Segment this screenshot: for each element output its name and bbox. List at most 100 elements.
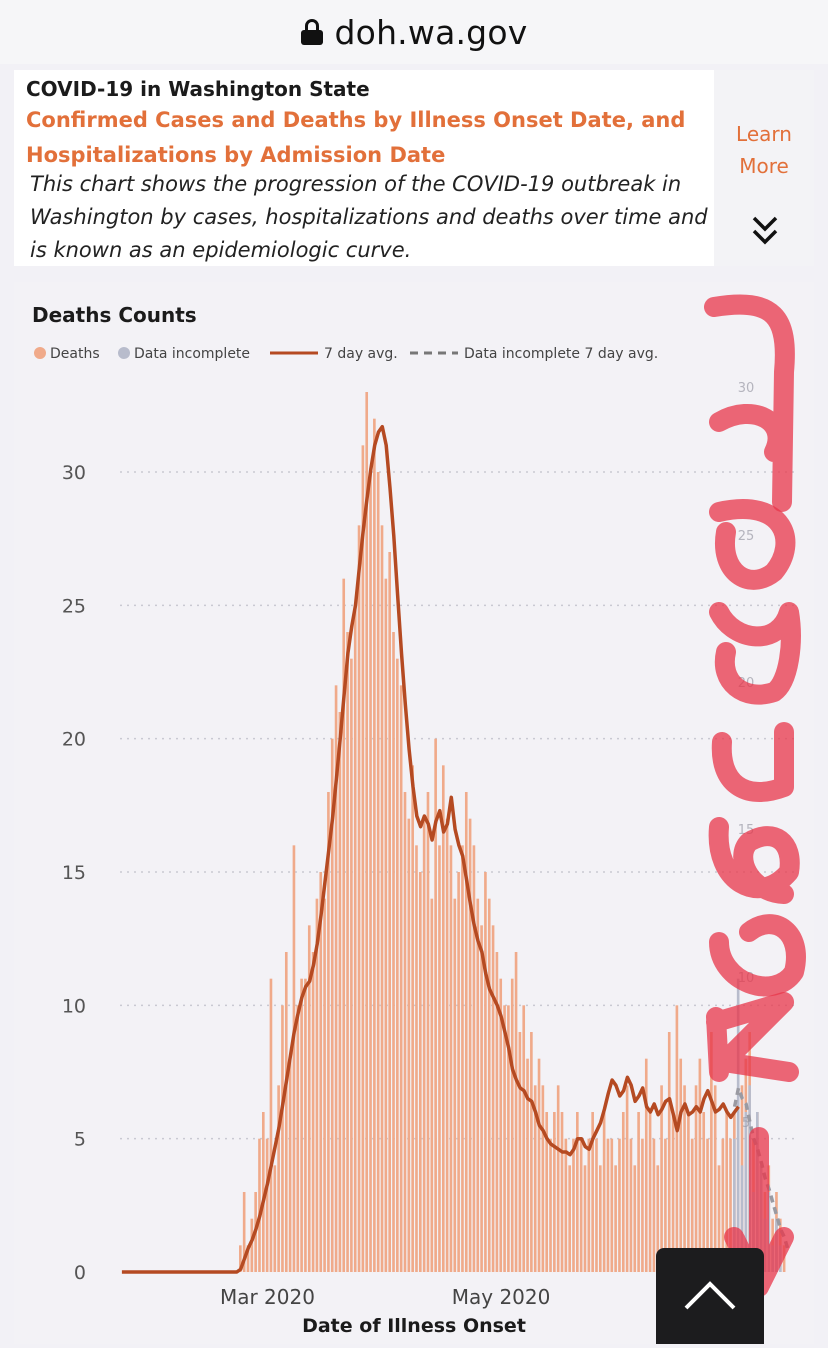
x-axis-label: Date of Illness Onset [302,1315,526,1337]
bar-deaths [472,845,476,1272]
bar-deaths [656,1165,660,1272]
bar-deaths [441,765,445,1272]
bar-deaths [380,525,384,1272]
deaths-bars [239,392,786,1272]
bar-deaths [346,632,349,1272]
handwriting-stroke [704,294,795,512]
bar-deaths [438,845,441,1272]
browser-address-bar[interactable]: doh.wa.gov [0,0,828,64]
bar-deaths [476,898,480,1272]
bar-deaths [422,818,426,1272]
bar-deaths [399,685,403,1272]
faint-tick-label: 25 [738,529,755,544]
learn-more-panel[interactable]: Learn More [714,70,814,266]
bar-deaths [514,952,518,1272]
bar-deaths [579,1138,583,1272]
bar-deaths [564,1138,568,1272]
legend-label: Deaths [50,346,100,362]
bar-deaths [338,712,342,1272]
bar-deaths [323,898,326,1272]
y-tick-label: 5 [74,1129,86,1151]
bar-deaths [261,1112,265,1272]
chart-legend: Deaths Data incomplete 7 day avg. Data inco… [34,346,658,362]
bar-deaths [307,925,311,1272]
bar-deaths [526,1058,529,1272]
bar-deaths [453,898,457,1272]
bar-deaths [606,1138,610,1272]
bar-deaths [652,1138,656,1272]
bar-deaths [491,925,495,1272]
bar-deaths [258,1138,261,1272]
bar-deaths [687,1112,690,1272]
y-tick-label: 20 [62,729,86,751]
bar-deaths [319,872,323,1272]
bar-deaths [629,1138,633,1272]
bar-deaths [598,1165,602,1272]
bar-deaths [507,1005,510,1272]
bar-deaths [641,1138,644,1272]
faint-tick-label: 30 [738,381,755,396]
bar-deaths [729,1138,732,1272]
bar-deaths [426,792,430,1272]
bar-deaths [327,792,330,1272]
bar-deaths [618,1138,621,1272]
bar-deaths [392,632,395,1272]
bar-deaths [503,1005,506,1272]
bar-deaths [556,1085,560,1272]
handwriting-stroke [709,602,801,705]
bar-deaths [721,1138,725,1272]
bar-deaths [694,1085,698,1272]
bar-deaths [277,1085,280,1272]
bar-incomplete [736,978,740,1272]
legend-label: Data incomplete [134,346,250,362]
learn-more-link[interactable]: Learn More [736,122,792,178]
bar-deaths [549,1138,552,1272]
bar-deaths [430,898,434,1272]
bar-deaths [304,978,307,1272]
bar-deaths [583,1165,587,1272]
legend-label: 7 day avg. [324,346,398,362]
bar-deaths [434,738,437,1272]
bar-deaths [242,1192,246,1272]
bar-deaths [648,1112,652,1272]
y-tick-label: 0 [74,1262,86,1284]
legend-swatch [34,347,46,359]
bar-deaths [710,1032,713,1272]
bar-deaths [376,472,380,1272]
bar-deaths [449,845,453,1272]
bar-deaths [288,1058,292,1272]
bar-deaths [664,1138,667,1272]
deaths-chart: Deaths Counts Deaths Data incomplete 7 day… [32,294,806,1337]
y-tick-label: 25 [62,595,86,617]
report-subtitle: Confirmed Cases and Deaths by Illness On… [26,108,686,167]
scroll-to-top-button[interactable] [656,1248,764,1344]
bar-deaths [702,1112,706,1272]
bar-deaths [568,1165,571,1272]
bar-deaths [487,898,491,1272]
bar-deaths [315,898,319,1272]
y-axis-ticks: 0 5 10 15 20 25 30 [62,462,86,1284]
bar-deaths [633,1165,637,1272]
bar-deaths [461,845,464,1272]
report-description: This chart shows the progression of the … [30,172,708,262]
bar-deaths [457,872,460,1272]
bar-deaths [644,1058,648,1272]
bar-deaths [533,1085,537,1272]
bar-deaths [495,952,499,1272]
legend-item: Data incomplete [118,346,250,362]
bar-deaths [522,1005,526,1272]
bar-deaths [445,818,449,1272]
double-chevron-down-icon[interactable] [750,212,780,252]
bar-deaths [403,792,407,1272]
deaths-chart-card: Deaths Counts Deaths Data incomplete 7 day… [14,282,814,1344]
bar-deaths [296,1005,300,1272]
legend-label: Data incomplete 7 day avg. [464,346,658,362]
bar-deaths [660,1085,663,1272]
bar-deaths [595,1138,598,1272]
x-tick-label: Mar 2020 [220,1285,315,1309]
bar-deaths [637,1112,640,1272]
legend-item: Deaths [34,346,100,362]
bar-deaths [614,1165,617,1272]
legend-item: Data incomplete 7 day avg. [410,346,658,362]
legend-item: 7 day avg. [270,346,398,362]
